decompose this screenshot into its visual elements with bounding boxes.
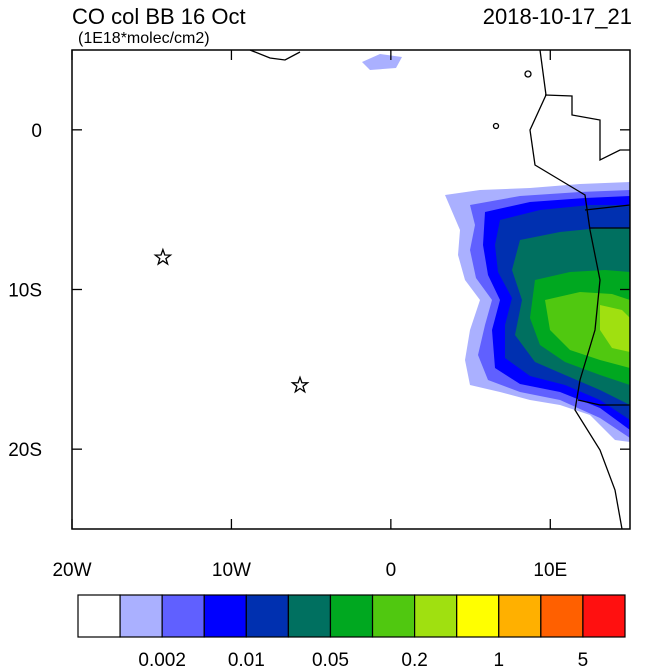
plume [600,305,630,352]
colorbar-label: 1 [493,650,504,667]
colorbar-box [245,594,289,638]
colorbar-box [414,594,458,638]
coast [249,49,301,61]
x-tick-label: 10W [212,560,251,581]
x-tick-label: 20W [52,560,91,581]
colorbar-box [119,594,163,638]
subtitle: (1E18*molec/cm2) [78,30,210,47]
colorbar-label: 0.2 [401,650,427,667]
island [492,122,500,130]
colorbar-label: 0.01 [228,650,265,667]
station-star [290,375,310,394]
colorbar-box [203,594,247,638]
island [524,70,532,78]
colorbar-box [498,594,542,638]
x-tick-label: 0 [386,560,397,581]
plume [362,54,402,70]
colorbar-box [161,594,205,638]
colorbar-box [540,594,584,638]
x-tick-label: 10E [533,560,567,581]
coastlines [249,49,631,530]
colorbar-box [371,594,416,638]
y-tick-label: 10S [8,281,42,302]
border [544,94,630,162]
colorbar-label: 0.05 [312,650,349,667]
colorbar-box [329,594,374,638]
colorbar-box [456,594,500,638]
border [584,204,631,211]
y-tick-label: 20S [8,440,42,461]
colorbar-label: 0.002 [138,650,186,667]
colorbar-box [77,594,121,638]
colorbar-box [582,594,626,638]
station-star [153,247,173,266]
border [577,399,630,406]
colorbar-box [287,594,332,638]
y-tick-label: 0 [31,121,42,142]
date: 2018-10-17_21 [483,4,632,29]
coast [529,49,623,530]
colorbar-label: 5 [578,650,589,667]
co-field [362,54,630,442]
title: CO col BB 16 Oct [72,4,246,29]
